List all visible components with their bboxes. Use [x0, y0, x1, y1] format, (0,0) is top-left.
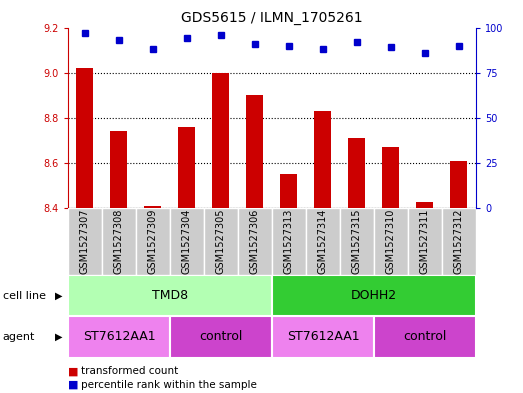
Bar — [246, 95, 264, 208]
Text: GSM1527312: GSM1527312 — [454, 209, 464, 274]
Text: GSM1527308: GSM1527308 — [114, 209, 124, 274]
Bar — [102, 208, 136, 275]
Title: GDS5615 / ILMN_1705261: GDS5615 / ILMN_1705261 — [181, 11, 363, 25]
Bar — [76, 68, 94, 208]
Bar — [68, 316, 170, 358]
Text: ST7612AA1: ST7612AA1 — [83, 331, 155, 343]
Text: control: control — [403, 331, 447, 343]
Bar — [416, 202, 434, 208]
Bar — [348, 138, 366, 208]
Text: GSM1527306: GSM1527306 — [250, 209, 260, 274]
Text: ▶: ▶ — [55, 332, 62, 342]
Bar — [340, 208, 374, 275]
Text: transformed count: transformed count — [81, 366, 178, 376]
Bar — [238, 208, 272, 275]
Bar — [136, 208, 170, 275]
Bar — [272, 208, 306, 275]
Bar — [68, 275, 272, 316]
Bar — [374, 208, 408, 275]
Text: GSM1527310: GSM1527310 — [386, 209, 396, 274]
Bar — [212, 73, 230, 208]
Text: GSM1527315: GSM1527315 — [352, 209, 362, 274]
Text: control: control — [199, 331, 243, 343]
Bar — [110, 131, 128, 208]
Bar — [408, 208, 442, 275]
Text: GSM1527305: GSM1527305 — [216, 209, 226, 274]
Text: percentile rank within the sample: percentile rank within the sample — [81, 380, 257, 390]
Text: GSM1527304: GSM1527304 — [182, 209, 192, 274]
Bar — [374, 316, 476, 358]
Bar — [204, 208, 238, 275]
Text: cell line: cell line — [3, 291, 46, 301]
Bar — [170, 316, 272, 358]
Bar — [450, 161, 468, 208]
Text: GSM1527309: GSM1527309 — [148, 209, 158, 274]
Bar — [382, 147, 400, 208]
Bar — [314, 111, 332, 208]
Text: ST7612AA1: ST7612AA1 — [287, 331, 359, 343]
Text: TMD8: TMD8 — [152, 289, 188, 302]
Bar — [272, 275, 476, 316]
Text: GSM1527313: GSM1527313 — [284, 209, 294, 274]
Bar — [280, 174, 298, 208]
Text: GSM1527307: GSM1527307 — [80, 209, 90, 274]
Bar — [144, 206, 162, 208]
Text: agent: agent — [3, 332, 35, 342]
Text: DOHH2: DOHH2 — [351, 289, 397, 302]
Bar — [178, 127, 196, 208]
Bar — [442, 208, 476, 275]
Text: ■: ■ — [68, 366, 78, 376]
Text: GSM1527314: GSM1527314 — [318, 209, 328, 274]
Text: GSM1527311: GSM1527311 — [420, 209, 430, 274]
Bar — [306, 208, 340, 275]
Bar — [272, 316, 374, 358]
Bar — [68, 208, 102, 275]
Text: ■: ■ — [68, 380, 78, 390]
Text: ▶: ▶ — [55, 291, 62, 301]
Bar — [170, 208, 204, 275]
